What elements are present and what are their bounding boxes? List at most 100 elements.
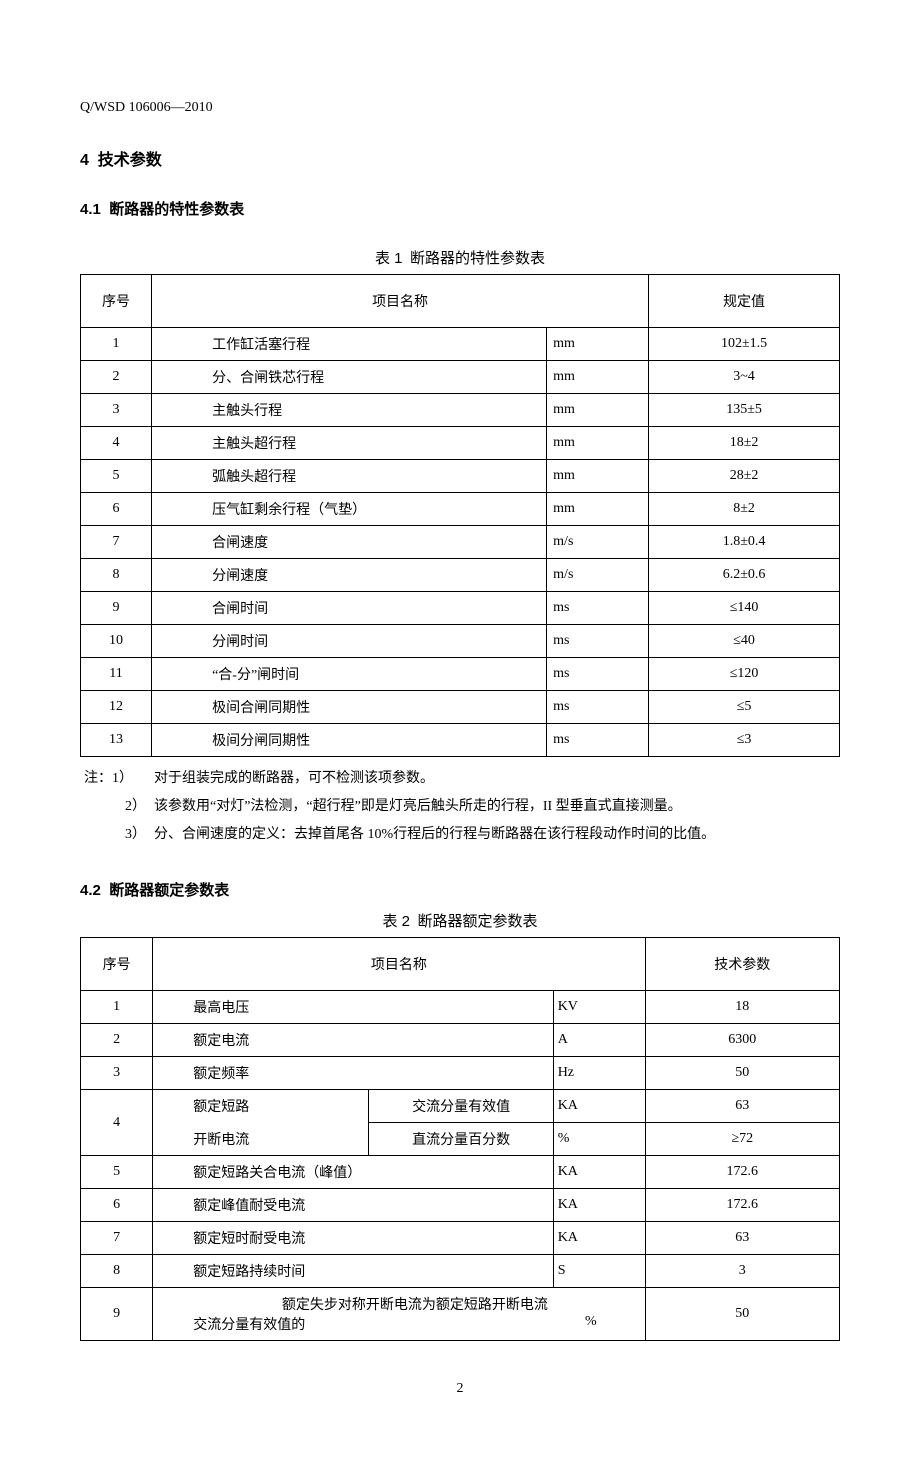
section-4-2-heading: 4.2 断路器额定参数表 [80, 879, 840, 900]
table-row: 8分闸速度m/s6.2±0.6 [81, 559, 840, 592]
cell-name: 极间合闸同期性 [152, 691, 547, 724]
table2-caption-num: 表 2 [382, 913, 410, 930]
cell-unit: KA [553, 1156, 645, 1189]
note-num: 3） [84, 821, 154, 849]
cell-unit: % [585, 1314, 637, 1330]
cell-seq: 6 [81, 493, 152, 526]
cell-value: 50 [645, 1288, 839, 1341]
cell-name: 额定短路持续时间 [153, 1255, 553, 1288]
table-row: 开断电流 直流分量百分数 % ≥72 [81, 1123, 840, 1156]
cell-name: 额定频率 [153, 1057, 553, 1090]
cell-name: 弧触头超行程 [152, 460, 547, 493]
note-label: 注：1） [84, 765, 154, 793]
notes-prefix: 注： [84, 771, 112, 786]
table1-caption: 表 1 断路器的特性参数表 [80, 247, 840, 268]
cell-name2: 直流分量百分数 [369, 1123, 553, 1156]
cell-value: 63 [645, 1090, 839, 1123]
cell-seq: 10 [81, 625, 152, 658]
cell-seq: 9 [81, 592, 152, 625]
table-row: 6压气缸剩余行程（气垫）mm8±2 [81, 493, 840, 526]
cell-unit: % [553, 1123, 645, 1156]
table-row: 2 额定电流 A 6300 [81, 1024, 840, 1057]
cell-name-line2: 交流分量有效值的 % [193, 1314, 636, 1334]
cell-value: ≤40 [649, 625, 840, 658]
cell-name: 压气缸剩余行程（气垫） [152, 493, 547, 526]
section-4-1-heading: 4.1 断路器的特性参数表 [80, 198, 840, 219]
table-row: 1工作缸活塞行程mm102±1.5 [81, 328, 840, 361]
cell-seq: 5 [81, 460, 152, 493]
cell-seq: 1 [81, 328, 152, 361]
cell-value: 6.2±0.6 [649, 559, 840, 592]
cell-name: 最高电压 [153, 991, 553, 1024]
section-4-num: 4 [80, 152, 89, 169]
table-row: 2分、合闸铁芯行程mm3~4 [81, 361, 840, 394]
cell-name: 主触头行程 [152, 394, 547, 427]
table2-header-name: 项目名称 [153, 938, 645, 991]
cell-name: 额定峰值耐受电流 [153, 1189, 553, 1222]
cell-name: 分闸时间 [152, 625, 547, 658]
cell-unit: m/s [547, 559, 649, 592]
cell-seq: 5 [81, 1156, 153, 1189]
section-4-1-title: 断路器的特性参数表 [109, 201, 244, 218]
cell-value: 63 [645, 1222, 839, 1255]
cell-value: 28±2 [649, 460, 840, 493]
table-row: 9 额定失步对称开断电流为额定短路开断电流 交流分量有效值的 % 50 [81, 1288, 840, 1341]
cell-seq: 8 [81, 1255, 153, 1288]
page-number: 2 [80, 1381, 840, 1397]
cell-name1: 额定短路 [153, 1090, 369, 1123]
table1-header-row: 序号 项目名称 规定值 [81, 275, 840, 328]
table2-header-seq: 序号 [81, 938, 153, 991]
cell-unit: mm [547, 493, 649, 526]
section-4-heading: 4 技术参数 [80, 146, 840, 170]
table-row: 11“合-分”闸时间ms≤120 [81, 658, 840, 691]
cell-name: 极间分闸同期性 [152, 724, 547, 757]
cell-unit: ms [547, 592, 649, 625]
cell-seq: 7 [81, 526, 152, 559]
table2-header-value: 技术参数 [645, 938, 839, 991]
cell-unit: ms [547, 724, 649, 757]
cell-seq: 2 [81, 1024, 153, 1057]
document-code: Q/WSD 106006—2010 [80, 100, 840, 116]
cell-seq: 12 [81, 691, 152, 724]
cell-seq: 4 [81, 427, 152, 460]
table-row: 1 最高电压 KV 18 [81, 991, 840, 1024]
cell-name: 分闸速度 [152, 559, 547, 592]
table-row: 4 额定短路 交流分量有效值 KA 63 [81, 1090, 840, 1123]
table-row: 6 额定峰值耐受电流 KA 172.6 [81, 1189, 840, 1222]
section-4-2-num: 4.2 [80, 882, 101, 899]
note-text: 分、合闸速度的定义：去掉首尾各 10%行程后的行程与断路器在该行程段动作时间的比… [154, 821, 715, 849]
page-container: Q/WSD 106006—2010 4 技术参数 4.1 断路器的特性参数表 表… [0, 0, 920, 1457]
table-row: 3主触头行程mm135±5 [81, 394, 840, 427]
cell-value: 172.6 [645, 1189, 839, 1222]
cell-unit: mm [547, 394, 649, 427]
cell-value: ≤140 [649, 592, 840, 625]
table-row: 8 额定短路持续时间 S 3 [81, 1255, 840, 1288]
cell-unit: S [553, 1255, 645, 1288]
section-4-1-num: 4.1 [80, 201, 101, 218]
table1-notes: 注：1） 对于组装完成的断路器，可不检测该项参数。 2） 该参数用“对灯”法检测… [80, 765, 840, 849]
table2-header-row: 序号 项目名称 技术参数 [81, 938, 840, 991]
table1: 序号 项目名称 规定值 1工作缸活塞行程mm102±1.52分、合闸铁芯行程mm… [80, 274, 840, 757]
table-row: 13极间分闸同期性ms≤3 [81, 724, 840, 757]
cell-value: 8±2 [649, 493, 840, 526]
cell-unit: ms [547, 658, 649, 691]
table1-header-value: 规定值 [649, 275, 840, 328]
cell-value: 3 [645, 1255, 839, 1288]
cell-unit: mm [547, 328, 649, 361]
cell-name: 分、合闸铁芯行程 [152, 361, 547, 394]
cell-name-line1: 额定失步对称开断电流为额定短路开断电流 [193, 1294, 636, 1314]
cell-name: 额定短路关合电流（峰值） [153, 1156, 553, 1189]
cell-seq: 1 [81, 991, 153, 1024]
cell-seq: 6 [81, 1189, 153, 1222]
note-num: 1） [112, 771, 133, 786]
cell-value: 50 [645, 1057, 839, 1090]
cell-value: ≤3 [649, 724, 840, 757]
table2-caption-text: 断路器额定参数表 [418, 914, 538, 930]
cell-name2: 交流分量有效值 [369, 1090, 553, 1123]
cell-unit: m/s [547, 526, 649, 559]
cell-unit: KA [553, 1090, 645, 1123]
table-row: 5弧触头超行程mm28±2 [81, 460, 840, 493]
cell-value: ≥72 [645, 1123, 839, 1156]
cell-name: 额定短时耐受电流 [153, 1222, 553, 1255]
table1-header-seq: 序号 [81, 275, 152, 328]
